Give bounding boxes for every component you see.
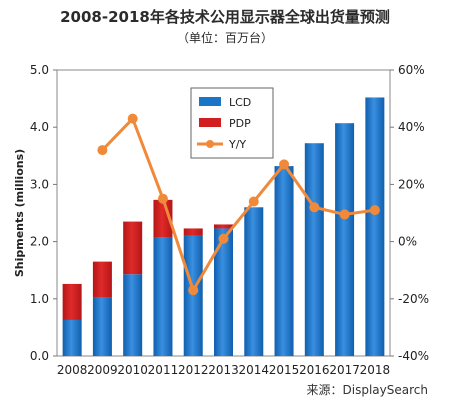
yy-point bbox=[248, 196, 259, 207]
y-tick-label: 4.0 bbox=[30, 120, 49, 134]
yy-point bbox=[218, 233, 229, 244]
bar-lcd bbox=[183, 235, 203, 356]
source-note: 来源：DisplaySearch bbox=[306, 383, 428, 397]
x-tick-label: 2016 bbox=[299, 363, 330, 377]
y-axis-title: Shipments (millions) bbox=[13, 149, 26, 277]
bar-lcd bbox=[274, 166, 294, 356]
bar-lcd bbox=[214, 228, 233, 356]
yy-point bbox=[369, 205, 380, 216]
watermark: Ⓝ NPD DisplaySearch bbox=[270, 335, 390, 348]
legend-swatch-yy-dot bbox=[206, 140, 214, 148]
y-tick-label: 5.0 bbox=[30, 63, 49, 77]
x-tick-label: 2012 bbox=[178, 363, 209, 377]
bar-lcd bbox=[335, 123, 355, 356]
bar-lcd bbox=[153, 237, 173, 356]
y-tick-label: 3.0 bbox=[30, 177, 49, 191]
y-tick-label: 2.0 bbox=[30, 235, 49, 249]
y-tick-label: 0.0 bbox=[30, 349, 49, 363]
y2-tick-label: 60% bbox=[398, 63, 425, 77]
bar-pdp bbox=[183, 228, 203, 236]
legend-swatch-pdp bbox=[199, 118, 221, 127]
legend-label-yy: Y/Y bbox=[228, 138, 246, 151]
y-tick-label: 1.0 bbox=[30, 292, 49, 306]
yy-point bbox=[157, 193, 168, 204]
y2-tick-label: -20% bbox=[398, 292, 429, 306]
y2-tick-label: 0% bbox=[398, 235, 417, 249]
bar-lcd bbox=[62, 319, 82, 356]
yy-point bbox=[188, 285, 199, 296]
bar-lcd bbox=[244, 207, 264, 356]
yy-point bbox=[339, 209, 350, 220]
x-tick-label: 2014 bbox=[238, 363, 269, 377]
yy-point bbox=[97, 145, 108, 156]
yy-point bbox=[309, 202, 320, 213]
bar-lcd bbox=[365, 97, 385, 357]
x-tick-label: 2009 bbox=[87, 363, 118, 377]
bar-pdp bbox=[92, 261, 112, 298]
x-tick-label: 2013 bbox=[208, 363, 239, 377]
yy-point bbox=[279, 159, 290, 170]
yy-point bbox=[127, 113, 138, 124]
x-tick-label: 2015 bbox=[269, 363, 300, 377]
yy-line bbox=[101, 117, 376, 292]
x-tick-label: 2010 bbox=[117, 363, 148, 377]
chart-subtitle: （单位：百万台） bbox=[176, 31, 273, 45]
bar-lcd bbox=[304, 143, 324, 356]
bar-pdp bbox=[62, 283, 82, 320]
legend-label-lcd: LCD bbox=[229, 96, 251, 109]
bar-pdp bbox=[214, 224, 233, 229]
legend-swatch-lcd bbox=[199, 97, 221, 106]
y2-tick-label: 20% bbox=[398, 177, 425, 191]
chart-title: 2008-2018年各技术公用显示器全球出货量预测 bbox=[60, 8, 390, 26]
legend-label-pdp: PDP bbox=[229, 117, 251, 130]
bar-lcd bbox=[92, 297, 112, 356]
x-tick-label: 2011 bbox=[148, 363, 179, 377]
bar-lcd bbox=[123, 274, 143, 356]
bar-pdp bbox=[123, 221, 143, 275]
x-tick-label: 2017 bbox=[329, 363, 360, 377]
x-tick-label: 2008 bbox=[57, 363, 88, 377]
y2-tick-label: -40% bbox=[398, 349, 429, 363]
x-tick-label: 2018 bbox=[360, 363, 391, 377]
y2-tick-label: 40% bbox=[398, 120, 425, 134]
